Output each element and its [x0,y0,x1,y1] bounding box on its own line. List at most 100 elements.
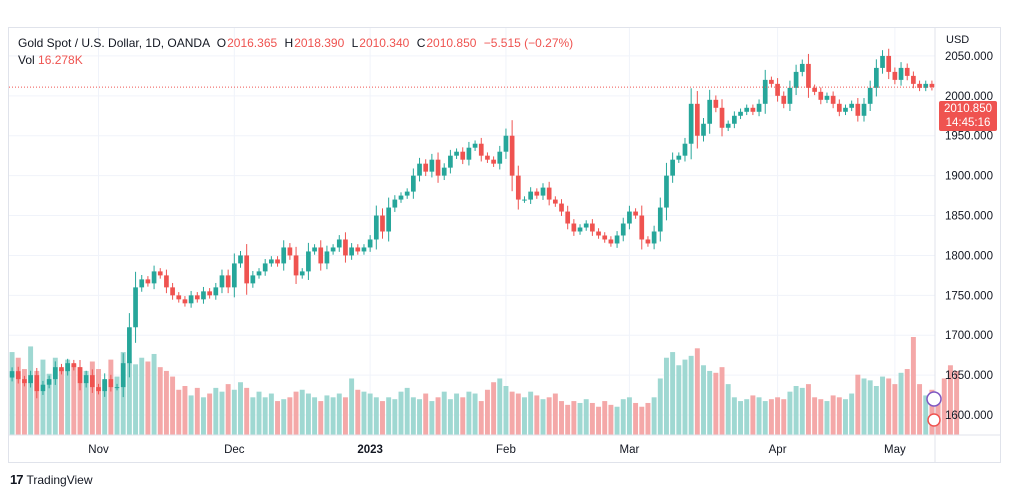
candle-body [89,375,95,388]
candle-body [293,255,299,276]
tradingview-brand[interactable]: 17 TradingView [10,472,93,487]
candle-body [861,103,867,116]
volume-bar [441,391,447,435]
volume-bar [626,397,632,435]
candle [664,162,669,221]
candle [830,91,836,109]
tradingview-logo-icon: 17 [10,472,24,487]
candle-body [472,143,478,148]
candle [207,288,212,299]
candle-body [330,247,336,252]
volume-bar [522,397,527,435]
candle-body [417,163,422,176]
candle [861,98,867,122]
currency-label[interactable]: USD [946,34,970,46]
volume-bar [843,399,848,435]
volume-bar [886,378,892,435]
brand-name: TradingView [26,472,93,487]
y-tick-label: 1700.000 [945,330,993,342]
volume-bar [676,365,682,435]
volume-bar [750,395,756,435]
candle [911,71,916,89]
candle-body [15,371,21,380]
candle-body [793,71,799,88]
volume-bar [571,401,577,435]
candle [540,183,546,200]
candle-body [732,115,737,124]
candle-body [157,271,163,276]
candle-body [170,287,175,296]
volume-bar [447,399,453,435]
volume-bar [552,393,558,435]
volume-bar [620,399,626,435]
last-price-tag: 2010.850 14:45:16 [939,101,997,131]
candle [46,375,52,389]
volume-bar [596,406,602,435]
candle [583,220,589,231]
candle-body [40,384,46,392]
candle-body [71,363,77,368]
x-tick-label: 2023 [357,444,383,456]
candle-body [65,363,70,372]
scale-indicators [926,391,942,427]
candle-body [694,103,700,136]
volume-bar [719,367,725,435]
candle-body [657,207,663,232]
candle [645,236,651,247]
candle [250,271,256,288]
candle [898,62,904,86]
candle [793,64,799,96]
close-value: 2010.850 [426,36,477,50]
volume-bar [71,364,77,435]
volume-bar [398,391,404,435]
candle-body [219,275,225,288]
volume-bar [176,389,182,435]
candle-body [836,103,842,112]
candle-body [849,103,855,108]
volume-bar [873,386,879,435]
volume-bar [170,376,176,435]
candle [849,100,855,112]
candle-body [392,199,398,208]
volume-bar [781,399,787,435]
candle-body [491,159,496,164]
candle [565,205,571,230]
volume-bar [910,337,916,435]
candle [448,149,453,174]
volume-bar [515,393,521,435]
volume-bar [855,374,861,435]
candle [287,243,293,260]
volume-bar [262,397,268,435]
candle [534,188,540,199]
candle-body [559,203,564,212]
candle-body [355,247,361,252]
event-indicator-icon[interactable] [927,413,941,427]
volume-bar [503,386,509,435]
candle [170,282,175,300]
volume-bar [534,395,540,435]
symbol-label[interactable]: Gold Spot / U.S. Dollar, 1D, OANDA [18,36,210,50]
volume-bar [830,395,836,435]
volume-bar [145,361,151,435]
y-tick-label: 1800.000 [945,250,993,262]
candle [515,165,521,210]
volume-bar [373,397,379,435]
volume-bar [108,359,114,435]
candle-body [102,379,108,392]
candle-body [719,107,725,128]
candle-body [478,143,484,156]
candle [620,217,626,242]
candle-body [336,239,342,248]
volume-bar [386,397,392,435]
vol-key[interactable]: Vol [18,53,35,67]
candle [491,156,496,167]
candle-body [373,215,379,240]
volume-bar [793,386,799,435]
candle-body [59,367,64,372]
alert-indicator-icon[interactable] [926,391,942,407]
volume-bar [89,361,95,435]
volume-bar [941,378,947,435]
volume-bar [602,401,608,435]
candle-body [843,107,848,112]
